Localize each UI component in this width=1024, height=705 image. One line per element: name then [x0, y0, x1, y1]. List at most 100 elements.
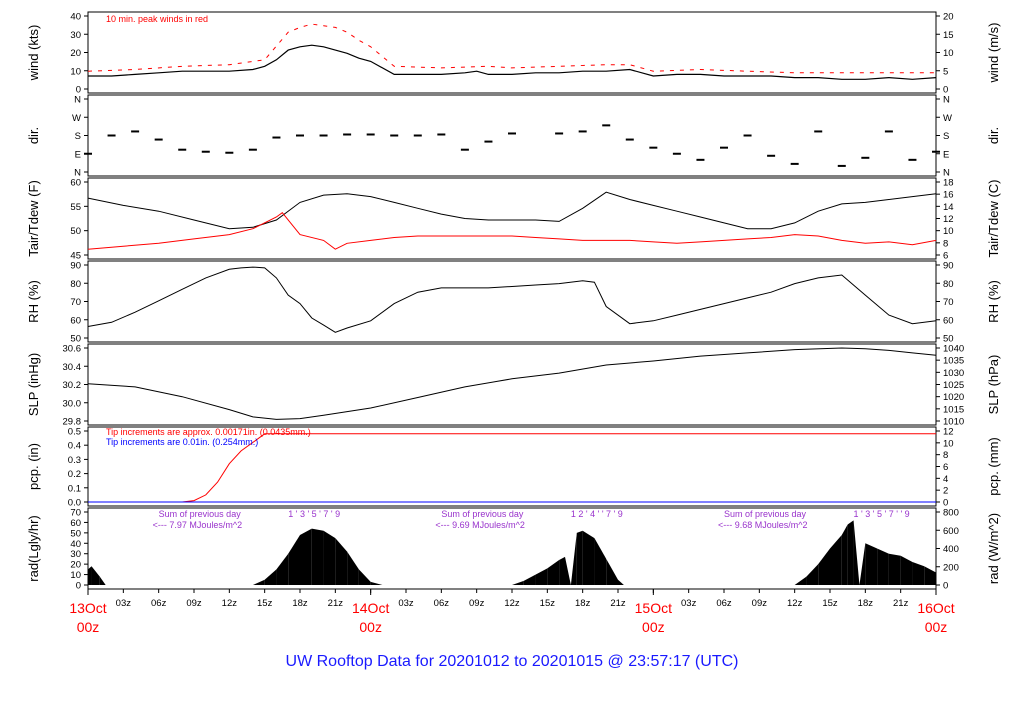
x-tick-label: 03z [116, 598, 132, 609]
dir-mark [579, 130, 587, 132]
y-tick-label-left: 70 [70, 508, 81, 519]
panel-frame [88, 344, 936, 425]
dir-mark [791, 163, 799, 165]
y-tick-label-left: 20 [70, 48, 81, 59]
dir-mark [908, 159, 916, 161]
dir-mark [767, 155, 775, 157]
rad-area-segment [912, 562, 924, 585]
panel-frame [88, 95, 936, 176]
rad-area-segment [276, 554, 288, 585]
tip-note-red: Tip increments are approx. 0.00171in. (0… [106, 427, 311, 437]
rad-area-segment [253, 580, 265, 585]
y-tick-label-right: W [943, 113, 952, 124]
rad-area-segment [359, 569, 371, 585]
rad-area-segment [830, 535, 842, 585]
dir-mark [367, 133, 375, 135]
dir-mark [555, 132, 563, 134]
rad-area-segment [335, 538, 347, 585]
y-axis-label-left: rad(Lgly/hr) [26, 515, 41, 581]
rad-area-segment [524, 575, 536, 585]
y-tick-label-left: 20 [70, 560, 81, 571]
dir-mark [249, 149, 257, 151]
y-tick-label-right: 800 [943, 508, 959, 519]
day-label-date: 14Oct [352, 600, 389, 616]
footer-title: UW Rooftop Data for 20201012 to 20201015… [286, 653, 739, 670]
y-tick-label-right: 5 [943, 66, 948, 77]
y-tick-label-right: 1015 [943, 404, 964, 415]
panel-frame [88, 12, 936, 93]
day-label-date: 13Oct [69, 600, 106, 616]
dir-mark [484, 141, 492, 143]
dir-mark [861, 157, 869, 159]
dir-mark [838, 165, 846, 167]
dir-mark [602, 124, 610, 126]
rad-area-segment [371, 582, 383, 585]
series-line-SLP [88, 348, 936, 419]
y-axis-label-right: dir. [986, 127, 1001, 144]
dir-mark [649, 147, 657, 149]
rad-area-segment [795, 577, 807, 585]
wind-annotation: 10 min. peak winds in red [106, 14, 208, 24]
y-tick-label-left: 60 [70, 518, 81, 529]
y-tick-label-left: N [74, 95, 81, 106]
dir-mark [155, 139, 163, 141]
dir-mark [272, 137, 280, 139]
y-tick-label-right: 60 [943, 315, 954, 326]
y-tick-label-right: E [943, 149, 949, 160]
y-axis-label-left: RH (%) [26, 280, 41, 323]
tip-note-blue: Tip increments are 0.01in. (0.254mm.) [106, 437, 258, 447]
day-label-hour: 00z [925, 619, 948, 635]
y-tick-label-right: 200 [943, 562, 959, 573]
x-tick-label: 15z [540, 598, 556, 609]
y-tick-label-left: 30 [70, 30, 81, 41]
x-tick-label: 18z [575, 598, 591, 609]
y-axis-label-left: wind (kts) [26, 25, 41, 82]
rad-area-segment [618, 580, 624, 585]
dir-mark [437, 133, 445, 135]
y-tick-label-left: 60 [70, 315, 81, 326]
y-tick-label-right: 8 [943, 238, 948, 249]
rad-area-segment [877, 549, 889, 586]
rad-area-segment [848, 520, 854, 585]
series-line-RH [88, 267, 936, 332]
panel-3 [84, 261, 940, 342]
day-sum-value: <--- 9.68 MJoules/m^2 [718, 520, 808, 530]
y-tick-label-left: 50 [70, 528, 81, 539]
y-axis-label-left: SLP (inHg) [26, 353, 41, 416]
day-label-hour: 00z [77, 619, 100, 635]
y-tick-label-right: 1040 [943, 344, 964, 355]
y-tick-label-right: S [943, 131, 949, 142]
y-tick-label-right: 20 [943, 12, 954, 23]
x-tick-label: 12z [222, 598, 238, 609]
day-sum-value: <--- 9.69 MJoules/m^2 [435, 520, 525, 530]
y-tick-label-left: 30 [70, 549, 81, 560]
radiation-hour-marks: 1 2 ' 4 ' ' 7 ' 9 [571, 509, 623, 519]
y-axis-label-right: rad (W/m^2) [986, 513, 1001, 584]
y-tick-label-right: 12 [943, 214, 954, 225]
panel-2 [84, 178, 940, 259]
y-tick-label-right: 10 [943, 438, 954, 449]
series-line-peak [88, 24, 936, 73]
x-tick-label: 12z [504, 598, 520, 609]
y-tick-label-right: N [943, 95, 950, 106]
day-sum-value: <--- 7.97 MJoules/m^2 [153, 520, 243, 530]
x-tick-label: 03z [681, 598, 697, 609]
dir-mark [696, 159, 704, 161]
y-tick-label-left: 70 [70, 297, 81, 308]
rad-area-segment [312, 529, 324, 585]
dir-mark [108, 135, 116, 137]
y-tick-label-left: S [75, 131, 81, 142]
rad-area-segment [300, 529, 312, 585]
y-tick-label-left: 0.5 [68, 427, 81, 438]
y-tick-label-left: 80 [70, 279, 81, 290]
y-tick-label-right: 1020 [943, 392, 964, 403]
rad-area-segment [889, 554, 901, 585]
dir-mark [84, 153, 92, 155]
x-tick-label: 09z [469, 598, 485, 609]
y-tick-label-left: 50 [70, 226, 81, 237]
rad-area-segment [88, 566, 92, 585]
y-tick-label-left: 30.0 [63, 398, 82, 409]
rad-area-segment [924, 566, 936, 585]
day-sum-label: Sum of previous day [159, 509, 242, 519]
x-tick-label: 09z [752, 598, 768, 609]
